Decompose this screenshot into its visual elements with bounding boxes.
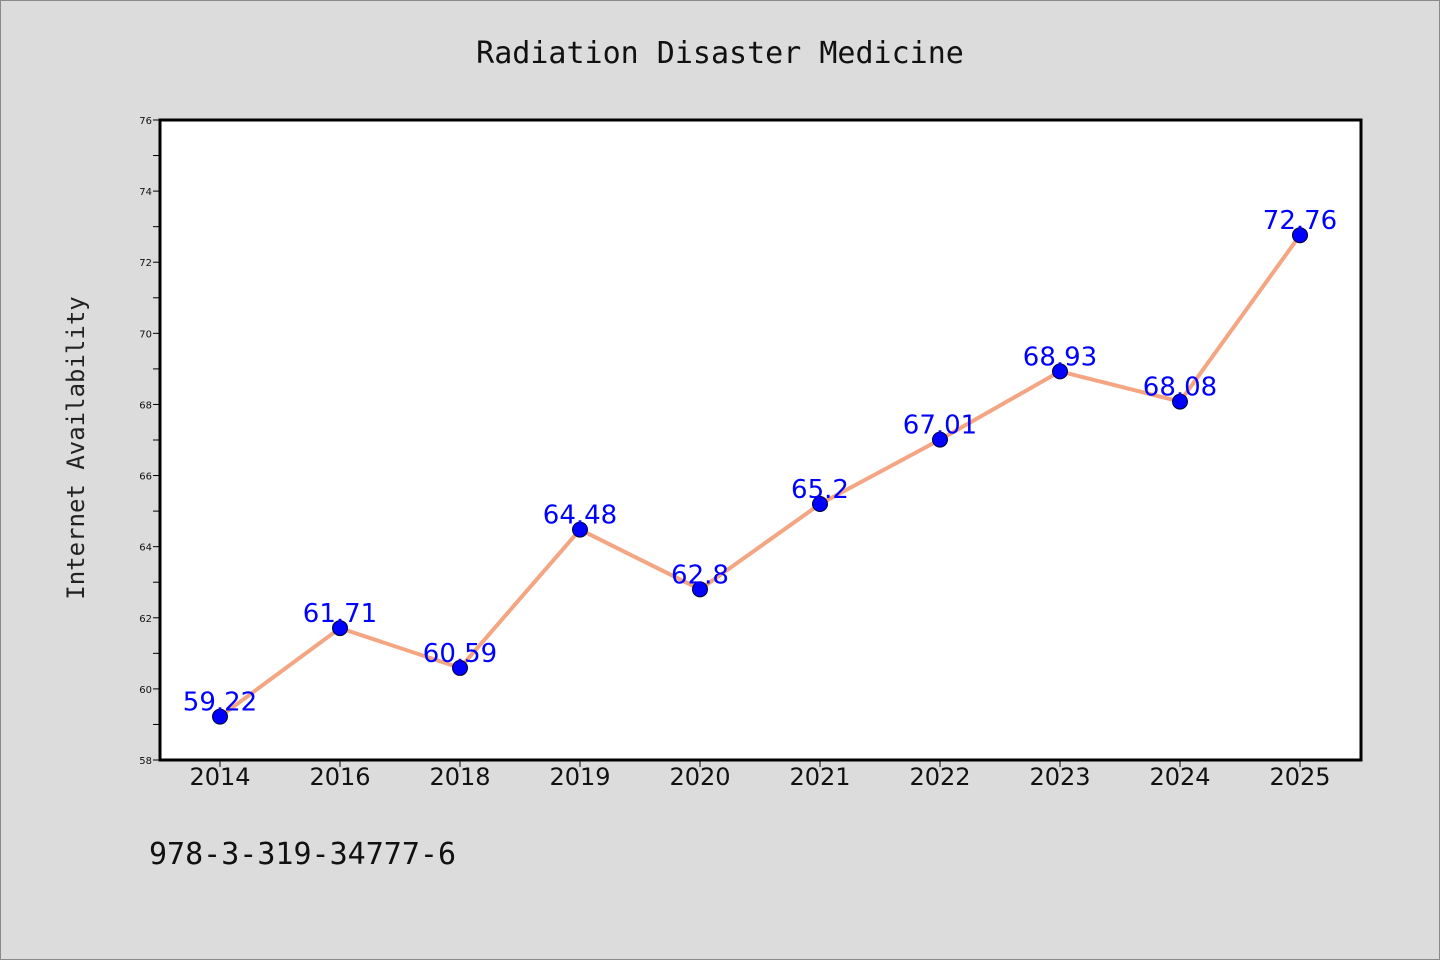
x-tick-label: 2024 <box>1149 763 1210 791</box>
series-line <box>218 233 1302 719</box>
y-tick-label: 58 <box>139 756 152 767</box>
x-tick-label: 2021 <box>789 763 850 791</box>
data-point <box>1052 363 1068 380</box>
y-axis: 58 60 62 64 66 68 70 72 74 76 <box>139 116 160 767</box>
data-label: 62.8 <box>671 560 729 590</box>
data-point <box>572 521 588 538</box>
x-tick-label: 2018 <box>429 763 490 791</box>
x-tick-label: 2019 <box>549 763 610 791</box>
x-tick-label: 2014 <box>189 763 250 791</box>
data-point <box>332 620 348 637</box>
data-label: 68.08 <box>1143 373 1217 403</box>
y-tick-label: 68 <box>139 400 152 411</box>
y-tick-label: 62 <box>139 614 152 625</box>
series-layer: 59.22 61.71 60.59 64.48 62.8 65.2 67.01 68.93 68… <box>183 206 1337 725</box>
x-tick-label: 2022 <box>909 763 970 791</box>
y-tick-label: 60 <box>139 685 152 696</box>
data-label: 61.71 <box>303 599 377 629</box>
data-point <box>932 431 948 448</box>
data-label: 59.22 <box>183 688 257 718</box>
y-tick-label: 70 <box>139 329 152 340</box>
x-tick-label: 2023 <box>1029 763 1090 791</box>
x-tick-label: 2020 <box>669 763 730 791</box>
y-axis-label: Internet Availability <box>62 296 90 599</box>
data-label: 72.76 <box>1263 206 1337 236</box>
data-label: 60.59 <box>423 639 497 669</box>
data-point <box>692 581 708 598</box>
data-point <box>452 659 468 676</box>
data-point <box>1172 393 1188 410</box>
y-tick-label: 72 <box>139 258 152 269</box>
y-tick-label: 74 <box>139 187 152 198</box>
y-tick-label: 64 <box>139 543 152 554</box>
chart-title: Radiation Disaster Medicine <box>476 36 964 71</box>
y-tick-label: 66 <box>139 472 152 483</box>
x-tick-label: 2016 <box>309 763 370 791</box>
plot-area <box>158 118 1363 762</box>
data-point <box>1292 227 1308 244</box>
data-label: 65.2 <box>791 475 849 505</box>
data-point <box>212 708 228 725</box>
data-point <box>812 496 828 512</box>
data-label: 64.48 <box>543 501 617 531</box>
x-tick-label: 2025 <box>1269 763 1330 791</box>
data-label: 67.01 <box>903 411 977 441</box>
x-axis: 2014 2016 2018 2019 2020 2021 2022 2023 2024 2025 <box>189 760 1331 791</box>
y-tick-label: 76 <box>139 116 152 127</box>
data-label: 68.93 <box>1023 342 1097 372</box>
isbn-text: 978-3-319-34777-6 <box>149 837 456 872</box>
